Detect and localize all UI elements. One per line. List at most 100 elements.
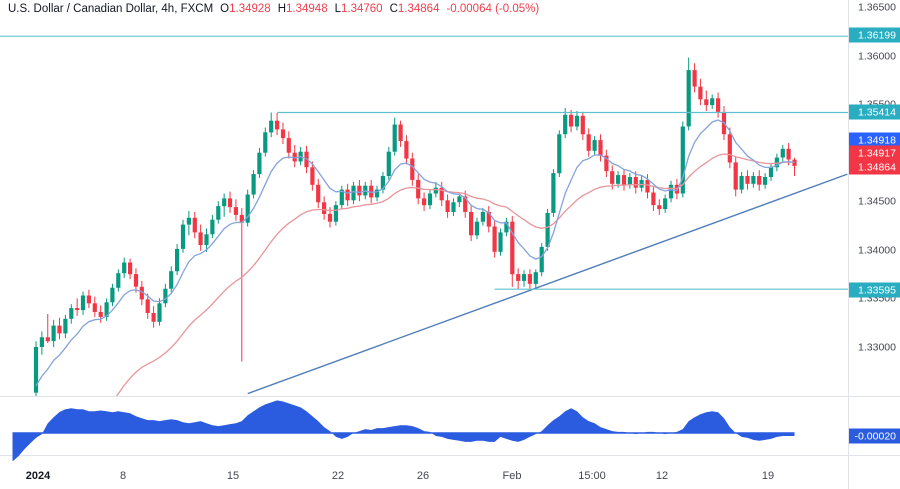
candle-down	[792, 159, 797, 166]
candle-down	[275, 120, 280, 130]
indicator-pane[interactable]	[12, 400, 795, 461]
candle-down	[633, 177, 638, 188]
indicator-badge-label: -0.00020	[855, 431, 897, 443]
candle-up	[663, 198, 668, 210]
candle-up	[521, 274, 527, 281]
candle-up	[63, 318, 68, 334]
price-badge	[849, 145, 900, 161]
ma-fast-line	[35, 119, 795, 387]
candle-down	[139, 286, 144, 300]
candle-up	[175, 248, 180, 272]
candle-down	[745, 176, 750, 184]
candle-down	[227, 198, 233, 208]
candle-down	[439, 187, 444, 201]
candle-up	[498, 232, 503, 252]
candle-up	[427, 193, 433, 206]
candle-up	[539, 246, 544, 273]
candle-down	[86, 295, 91, 304]
candle-down	[345, 189, 350, 201]
candle-up	[122, 262, 127, 274]
candle-up	[763, 177, 768, 185]
candle-down	[316, 184, 321, 203]
candle-up	[433, 187, 438, 194]
candle-up	[80, 295, 86, 311]
price-badge-label: 1.33595	[858, 285, 896, 297]
candle-down	[569, 114, 574, 127]
time-axis-label: Feb	[503, 470, 522, 482]
candle-up	[333, 205, 338, 222]
candle-up	[51, 325, 56, 342]
candle-up	[69, 308, 74, 319]
ascending-trendline[interactable]	[247, 173, 848, 395]
candle-down	[580, 115, 585, 135]
price-change: -0.00064 (-0.05%)	[446, 3, 540, 15]
candle-up	[545, 212, 550, 247]
candle-up	[39, 337, 44, 347]
candle-up	[392, 124, 397, 152]
candle-down	[604, 155, 609, 172]
candle-up	[157, 303, 162, 322]
candle-up	[110, 287, 115, 303]
candle-down	[357, 185, 362, 196]
candle-down	[75, 308, 80, 310]
candle-down	[422, 198, 427, 206]
candle-up	[257, 152, 262, 175]
price-axis[interactable]: 1.365001.360001.355001.345001.340001.335…	[849, 2, 900, 444]
candle-down	[621, 175, 627, 185]
candle-up	[186, 217, 191, 225]
candle-down	[727, 134, 732, 163]
candle-down	[527, 274, 532, 284]
candle-up	[169, 271, 174, 289]
candle-up	[480, 212, 485, 222]
candle-down	[645, 179, 650, 193]
time-axis-label: 26	[417, 470, 429, 482]
candle-up	[616, 175, 621, 184]
candle-up	[668, 184, 674, 199]
candle-down	[610, 171, 615, 184]
price-axis-label: 1.34500	[858, 196, 896, 208]
candle-up	[592, 140, 597, 151]
candle-up	[269, 120, 274, 133]
candle-down	[192, 217, 197, 233]
candle-down	[492, 226, 497, 252]
time-axis-label: 15	[227, 470, 239, 482]
time-axis-label: 12	[656, 470, 668, 482]
candle-down	[280, 129, 286, 139]
candle-down	[733, 162, 738, 190]
candle-up	[451, 202, 456, 212]
price-axis-label: 1.36000	[858, 51, 896, 63]
candle-up	[774, 157, 779, 168]
time-axis[interactable]: 2024 8 15 22 26 Feb 15:00 12 19	[26, 470, 774, 482]
candle-down	[786, 148, 791, 160]
price-badge	[849, 159, 900, 175]
candle-down	[698, 86, 703, 100]
candle-down	[322, 202, 327, 214]
candle-down	[92, 303, 97, 312]
candle-up	[339, 189, 344, 206]
candle-down	[327, 213, 333, 222]
price-badge-label: 1.34918	[858, 135, 896, 147]
price-pane[interactable]	[0, 35, 848, 489]
candle-up	[116, 273, 121, 288]
candle-up	[751, 176, 756, 184]
candle-up	[680, 126, 685, 194]
ohlc-low: L1.34760	[334, 3, 383, 15]
time-axis-label: 22	[332, 470, 344, 482]
candle-up	[474, 221, 480, 236]
price-badge-label: 1.34864	[858, 162, 896, 174]
symbol-title[interactable]: U.S. Dollar / Canadian Dollar, 4h, FXCM	[8, 3, 214, 15]
time-axis-label: 8	[120, 470, 126, 482]
candle-down	[45, 337, 50, 342]
candle-up	[33, 347, 39, 393]
candle-up	[163, 288, 168, 304]
candle-down	[410, 158, 415, 180]
candle-down	[145, 299, 150, 313]
candle-down	[198, 232, 203, 245]
price-badge-label: 1.35414	[858, 107, 896, 119]
candle-down	[657, 205, 662, 210]
candle-down	[128, 262, 133, 275]
candle-down	[445, 200, 450, 212]
candle-up	[686, 70, 691, 127]
